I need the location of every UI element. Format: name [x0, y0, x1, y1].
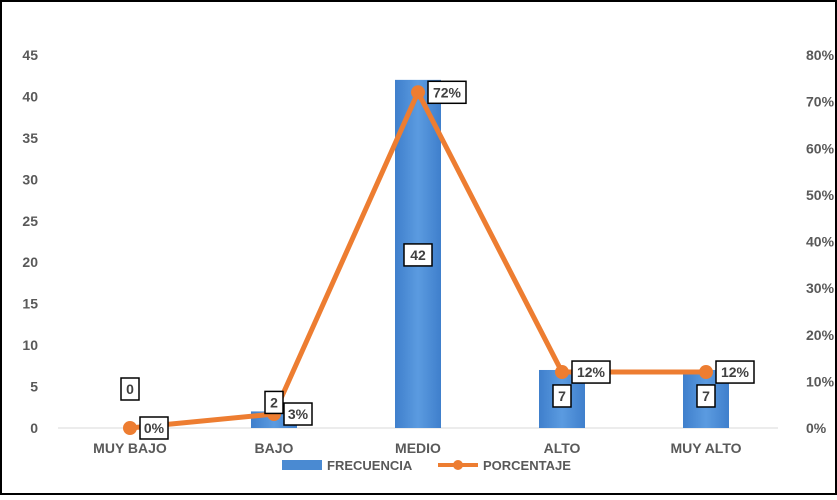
y-left-tick-label: 20	[22, 254, 38, 270]
bar-value-label-box	[696, 384, 716, 408]
y-left-tick-label: 40	[22, 88, 38, 104]
line-point	[411, 85, 425, 100]
y-left-tick-label: 25	[22, 213, 38, 229]
x-tick-label: MUY BAJO	[93, 440, 167, 456]
y-right-tick-label: 10%	[806, 373, 835, 389]
x-tick-label: BAJO	[255, 440, 294, 456]
y-left-tick-label: 0	[30, 420, 38, 436]
bar-value-label-box	[264, 390, 284, 415]
legend-bar-swatch	[282, 460, 322, 470]
y-right-tick-label: 50%	[806, 187, 835, 203]
line-point	[555, 365, 569, 380]
bar-value-label: 42	[410, 247, 426, 263]
data-labels: 0 2 42 7 7 0% 3% 72% 12% 12%	[120, 80, 755, 440]
y-left-tick-label: 30	[22, 171, 38, 187]
line-value-label: 12%	[721, 364, 750, 380]
y-right-tick-label: 60%	[806, 140, 835, 156]
y-left-tick-label: 5	[30, 379, 38, 395]
legend: FRECUENCIA PORCENTAJE	[282, 458, 571, 473]
line-point	[123, 421, 137, 435]
bar-value-label-box	[120, 377, 140, 401]
bar-value-label: 0	[126, 381, 134, 397]
bar-value-label: 7	[558, 388, 566, 404]
y-right-tick-label: 30%	[806, 280, 835, 296]
legend-label-porcentaje: PORCENTAJE	[483, 458, 571, 473]
bar-value-label: 7	[702, 388, 710, 404]
bar-value-label-box	[552, 384, 572, 408]
line-value-label: 0%	[144, 420, 165, 436]
x-tick-label: MEDIO	[395, 440, 441, 456]
y-left-tick-label: 15	[22, 296, 38, 312]
y-right-tick-label: 70%	[806, 94, 835, 110]
y-left-tick-label: 45	[22, 47, 38, 63]
y-right-tick-label: 40%	[806, 234, 835, 250]
bar-value-label: 2	[270, 394, 278, 410]
axes: 0510152025303540450%10%20%30%40%50%60%70…	[22, 47, 834, 456]
x-tick-label: MUY ALTO	[670, 440, 741, 456]
line-point	[699, 365, 713, 380]
line-value-label-box	[283, 402, 313, 426]
y-right-tick-label: 0%	[806, 420, 827, 436]
legend-label-frecuencia: FRECUENCIA	[327, 458, 413, 473]
bar-value-label-box	[403, 243, 433, 267]
line-value-label-box	[715, 360, 755, 384]
legend-line-marker	[453, 460, 463, 470]
line-value-label: 12%	[577, 364, 606, 380]
line-value-label: 72%	[433, 84, 462, 100]
line-value-label-box	[427, 80, 467, 105]
y-right-tick-label: 80%	[806, 47, 835, 63]
line-value-label: 3%	[288, 406, 309, 422]
line-value-label-box	[571, 360, 611, 384]
line-value-label-box	[139, 416, 169, 440]
y-right-tick-label: 20%	[806, 327, 835, 343]
y-left-tick-label: 10	[22, 337, 38, 353]
y-left-tick-label: 35	[22, 130, 38, 146]
x-tick-label: ALTO	[544, 440, 581, 456]
